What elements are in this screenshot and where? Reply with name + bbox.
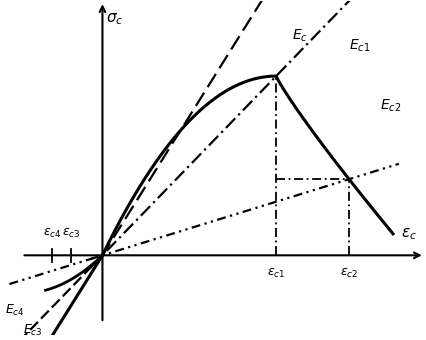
Text: $\varepsilon_{c2}$: $\varepsilon_{c2}$	[340, 267, 358, 279]
Text: $E_{c1}$: $E_{c1}$	[349, 38, 370, 54]
Text: $\varepsilon_c$: $\varepsilon_c$	[400, 226, 417, 242]
Text: $\sigma_c$: $\sigma_c$	[106, 12, 124, 27]
Text: $E_{c3}$: $E_{c3}$	[23, 322, 43, 338]
Text: $\varepsilon_{c1}$: $\varepsilon_{c1}$	[267, 267, 285, 279]
Text: $E_c$: $E_c$	[292, 28, 308, 45]
Text: $E_{c2}$: $E_{c2}$	[380, 98, 402, 114]
Text: $\varepsilon_{c3}$: $\varepsilon_{c3}$	[62, 227, 80, 240]
Text: $\varepsilon_{c4}$: $\varepsilon_{c4}$	[43, 227, 61, 240]
Text: $E_{c4}$: $E_{c4}$	[5, 303, 24, 318]
